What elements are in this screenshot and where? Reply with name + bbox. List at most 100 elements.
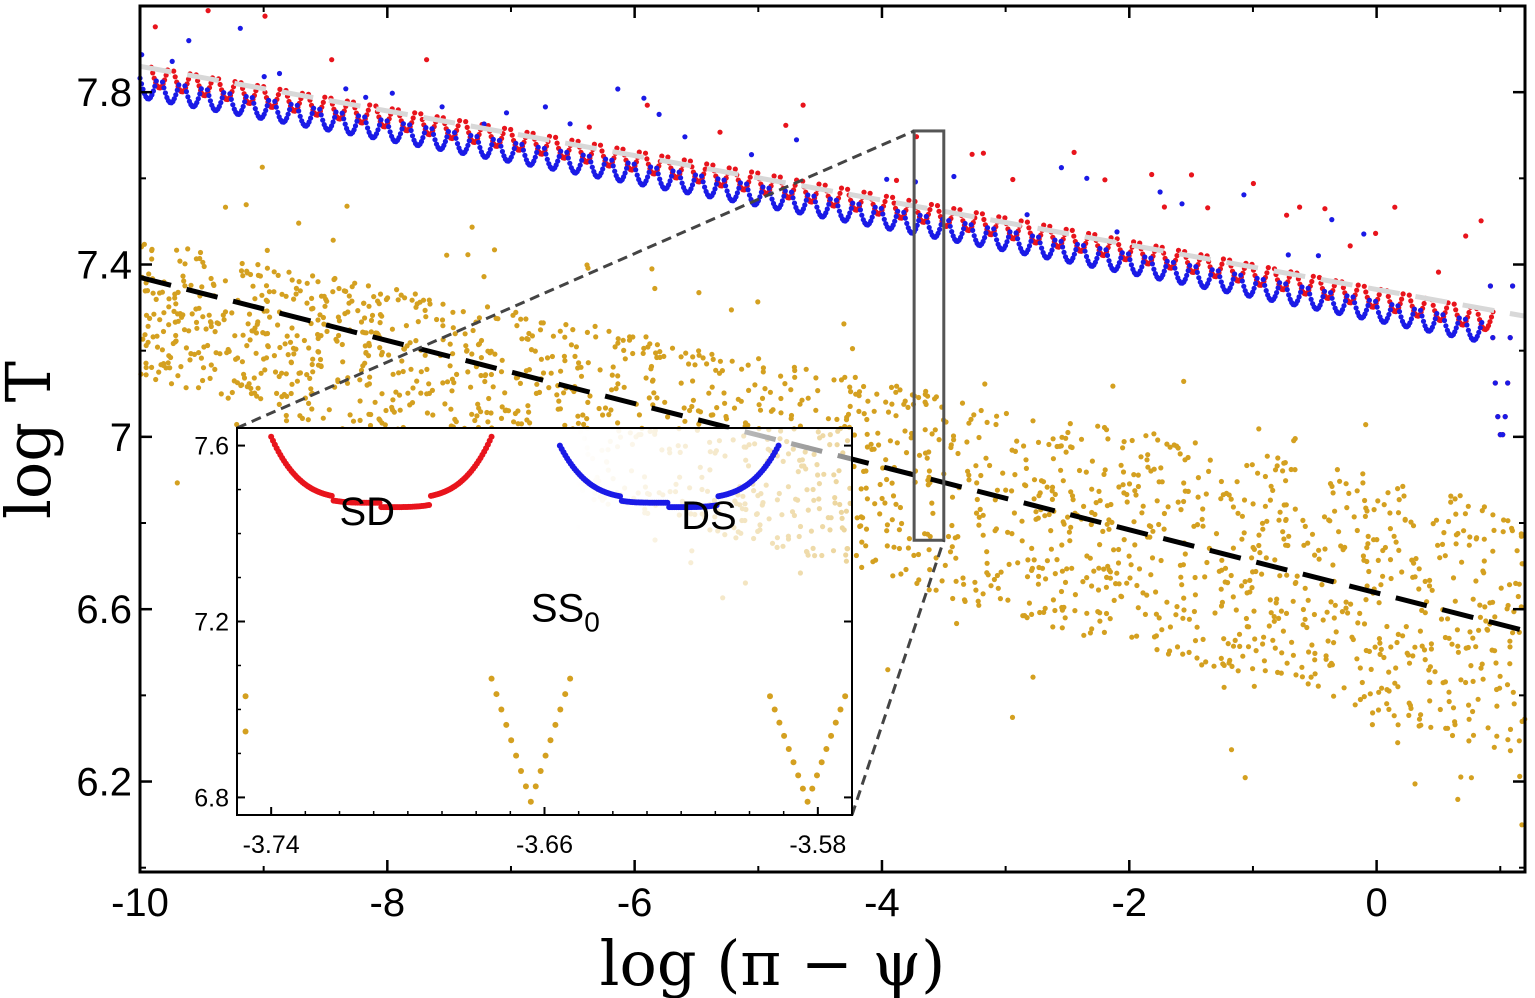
ss0-point bbox=[1437, 706, 1443, 713]
ss0-point bbox=[1081, 632, 1087, 638]
ds-point bbox=[332, 114, 338, 120]
ds-point bbox=[1170, 259, 1176, 265]
ss0-point bbox=[1192, 638, 1199, 644]
ds-point bbox=[430, 131, 437, 137]
ds-point bbox=[140, 86, 146, 92]
ss0-point bbox=[1049, 496, 1055, 502]
ss0-point bbox=[1362, 513, 1368, 520]
ss0-point bbox=[1376, 600, 1382, 606]
ss0-point bbox=[1476, 627, 1482, 633]
ss0-point bbox=[1132, 488, 1138, 494]
ss0-point bbox=[962, 598, 968, 605]
ss0-point bbox=[1343, 599, 1349, 605]
ds-point bbox=[1149, 261, 1155, 267]
ds-point bbox=[1036, 234, 1042, 240]
ss0-point bbox=[214, 320, 220, 326]
ss0-point bbox=[580, 412, 586, 418]
ss0-point bbox=[1494, 733, 1500, 739]
ss0-point bbox=[1327, 518, 1333, 524]
ss0-point bbox=[390, 397, 396, 403]
ss0-point bbox=[1211, 663, 1217, 669]
ss0-point bbox=[710, 356, 716, 362]
ss0-point bbox=[499, 357, 505, 363]
ss0-point bbox=[1343, 481, 1349, 487]
ss0-point bbox=[1014, 438, 1020, 444]
ss0-point bbox=[602, 405, 609, 411]
sd-point bbox=[1475, 311, 1481, 317]
ss0-point bbox=[1191, 608, 1197, 615]
ds-point bbox=[603, 156, 609, 162]
ss0-point bbox=[412, 291, 418, 297]
inset-ss0-point bbox=[498, 706, 505, 713]
ss0-point bbox=[1009, 714, 1016, 721]
ss0-point bbox=[484, 304, 491, 310]
ss0-point bbox=[208, 362, 214, 368]
ss0-point bbox=[1035, 439, 1042, 445]
ds-point bbox=[309, 110, 315, 116]
ds-point bbox=[173, 92, 179, 98]
ss0-point bbox=[1181, 607, 1187, 613]
ss0-point bbox=[1487, 600, 1493, 606]
ss0-point bbox=[1351, 514, 1357, 520]
ds-point bbox=[567, 121, 573, 127]
ss0-point bbox=[366, 303, 372, 309]
ss0-point bbox=[1121, 439, 1127, 445]
ss0-point bbox=[210, 281, 216, 287]
ds-point bbox=[389, 90, 395, 96]
ss0-point bbox=[1041, 609, 1047, 616]
ss0-point bbox=[276, 401, 282, 407]
ds-point bbox=[239, 107, 245, 113]
ss0-point bbox=[1268, 483, 1274, 489]
ss0-point bbox=[847, 384, 853, 390]
ss0-point bbox=[1223, 490, 1230, 496]
ss0-point bbox=[1164, 599, 1170, 605]
inset-ss0-point bbox=[804, 798, 811, 805]
ds-point bbox=[1263, 288, 1269, 294]
sd-points bbox=[148, 8, 1516, 438]
ds-point bbox=[724, 188, 730, 194]
ss0-point bbox=[266, 289, 272, 295]
ss0-point bbox=[1309, 642, 1315, 648]
ss0-point bbox=[181, 327, 188, 333]
ds-point bbox=[1502, 414, 1508, 420]
ss0-point bbox=[454, 371, 460, 377]
ds-point bbox=[1251, 285, 1257, 291]
ss0-point bbox=[1165, 504, 1171, 510]
ss0-point bbox=[848, 389, 854, 395]
ds-point bbox=[959, 230, 965, 237]
ss0-point bbox=[1360, 480, 1366, 486]
ss0-point bbox=[1131, 519, 1137, 525]
ss0-point bbox=[1361, 621, 1368, 627]
ss0-point bbox=[1067, 538, 1073, 544]
ss0-point bbox=[1387, 557, 1394, 563]
ds-point bbox=[715, 176, 721, 182]
ds-point bbox=[682, 134, 688, 140]
ds-point bbox=[355, 113, 362, 119]
ss0-point bbox=[1468, 663, 1474, 669]
ss0-point bbox=[1305, 597, 1311, 603]
ss0-point bbox=[890, 573, 896, 579]
ss0-point bbox=[1260, 641, 1266, 647]
ss0-point bbox=[405, 390, 411, 396]
ds-point bbox=[363, 94, 369, 100]
ss0-point bbox=[1052, 571, 1058, 577]
ss0-point bbox=[485, 348, 491, 354]
ss0-point bbox=[1343, 605, 1349, 611]
ss0-point bbox=[1477, 614, 1483, 620]
ss0-point bbox=[966, 420, 972, 426]
ss0-point bbox=[1391, 533, 1397, 539]
ss0-point bbox=[1251, 683, 1257, 689]
ds-point bbox=[916, 217, 922, 224]
ss0-point bbox=[332, 275, 338, 282]
ss0-point bbox=[402, 295, 408, 301]
ds-point bbox=[937, 226, 943, 232]
ss0-point bbox=[859, 564, 865, 571]
ss0-point bbox=[1302, 616, 1308, 622]
ss0-point bbox=[1386, 706, 1392, 713]
ds-point bbox=[1321, 288, 1328, 294]
ds-point bbox=[577, 162, 583, 168]
ss0-point bbox=[218, 391, 224, 397]
ss0-point bbox=[1280, 628, 1286, 634]
ss0-point bbox=[1088, 521, 1094, 528]
ss0-point bbox=[414, 301, 420, 307]
